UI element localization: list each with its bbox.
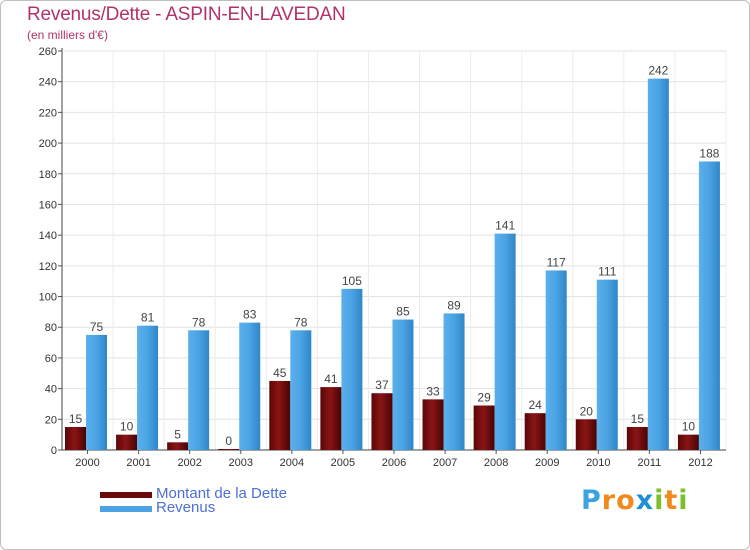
y-tick-label: 120 — [39, 261, 57, 273]
y-tick-label: 0 — [51, 445, 57, 457]
y-tick-label: 200 — [39, 138, 57, 150]
data-labels: 15 75 10 81 5 78 0 83 45 78 41 105 37 85 33 89 29 141 24 11… — [69, 64, 720, 448]
x-tick-label: 2007 — [433, 457, 457, 469]
logo-letter: o — [616, 485, 636, 516]
y-tick-label: 180 — [39, 169, 57, 181]
x-tick-label: 2000 — [75, 457, 99, 469]
bar-revenus — [443, 313, 465, 450]
x-tick-label: 2003 — [229, 457, 253, 469]
x-tick-label: 2008 — [484, 457, 508, 469]
data-label-revenus: 75 — [90, 320, 104, 334]
y-tick-label: 140 — [39, 230, 57, 242]
data-label-dette: 0 — [225, 434, 232, 448]
y-tick-label: 40 — [45, 384, 57, 396]
logo-letter: i — [678, 485, 689, 516]
x-tick-label: 2004 — [280, 457, 304, 469]
data-label-revenus: 242 — [648, 64, 668, 78]
y-tick-label: 20 — [45, 414, 57, 426]
legend-swatch-revenus — [100, 506, 152, 512]
bar-revenus — [698, 161, 720, 450]
data-label-revenus: 188 — [699, 146, 719, 160]
bar-revenus — [596, 279, 618, 450]
bar-dette — [371, 393, 393, 450]
y-tick-label: 240 — [39, 77, 57, 89]
y-tick-label: 260 — [39, 46, 57, 58]
data-label-revenus: 111 — [598, 265, 617, 279]
y-tick-label: 80 — [45, 322, 57, 334]
x-tick-label: 2002 — [177, 457, 201, 469]
bar-revenus — [188, 330, 210, 450]
x-tick-label: 2011 — [638, 457, 662, 469]
legend-label-revenus: Revenus — [156, 499, 216, 516]
logo-letter: r — [601, 485, 617, 516]
data-label-revenus: 117 — [547, 255, 566, 269]
data-label-dette: 15 — [69, 412, 83, 426]
chart-title: Revenus/Dette - ASPIN-EN-LAVEDAN — [27, 4, 346, 25]
data-label-revenus: 83 — [243, 308, 257, 322]
data-label-dette: 5 — [174, 427, 181, 441]
data-label-revenus: 81 — [141, 311, 155, 325]
x-tick-label: 2006 — [382, 457, 406, 469]
proxiti-logo: Proxiti — [581, 485, 689, 516]
data-label-dette: 10 — [120, 420, 134, 434]
bar-dette — [65, 426, 86, 450]
axes: 0204060801001201401601802002202402602000… — [39, 46, 726, 469]
data-label-revenus: 141 — [495, 219, 515, 233]
data-label-dette: 29 — [477, 390, 491, 404]
bar-revenus — [137, 325, 159, 450]
bar-dette — [473, 405, 495, 450]
data-label-revenus: 78 — [294, 315, 308, 329]
chart-subtitle: (en milliers d'€) — [27, 28, 108, 42]
x-tick-label: 2012 — [688, 457, 712, 469]
bar-dette — [320, 387, 342, 450]
bar-revenus — [545, 270, 567, 450]
y-tick-label: 60 — [45, 353, 57, 365]
data-label-dette: 37 — [375, 378, 389, 392]
bar-revenus — [86, 334, 107, 450]
data-label-dette: 41 — [324, 372, 338, 386]
bars — [65, 78, 720, 450]
y-tick-label: 100 — [39, 292, 57, 304]
data-label-dette: 20 — [580, 404, 594, 418]
bar-dette — [677, 434, 699, 450]
bar-revenus — [494, 233, 516, 450]
y-tick-label: 160 — [39, 199, 57, 211]
data-label-dette: 15 — [631, 412, 645, 426]
y-tick-label: 220 — [39, 107, 57, 119]
data-label-dette: 33 — [426, 384, 440, 398]
bar-dette — [422, 399, 444, 450]
bar-revenus — [239, 322, 261, 450]
data-label-revenus: 89 — [447, 298, 461, 312]
data-label-revenus: 78 — [192, 315, 206, 329]
bar-dette — [116, 434, 138, 450]
bar-dette — [269, 380, 291, 450]
x-tick-label: 2009 — [535, 457, 559, 469]
data-label-dette: 24 — [529, 398, 543, 412]
x-tick-label: 2010 — [586, 457, 610, 469]
bar-revenus — [290, 330, 312, 450]
logo-letter: P — [581, 485, 602, 516]
bar-revenus — [341, 288, 363, 450]
data-label-dette: 10 — [682, 420, 696, 434]
bar-dette — [575, 419, 597, 450]
bar-dette — [524, 413, 546, 450]
x-tick-label: 2001 — [126, 457, 150, 469]
data-label-revenus: 105 — [342, 274, 362, 288]
bar-dette — [626, 426, 648, 450]
data-label-revenus: 85 — [396, 305, 410, 319]
bar-dette — [218, 449, 240, 450]
logo-letter: x — [635, 485, 655, 516]
legend-label-dette: Montant de la Dette — [156, 485, 287, 502]
legend-swatch-dette — [100, 492, 152, 498]
x-tick-label: 2005 — [331, 457, 355, 469]
bar-revenus — [392, 319, 414, 450]
bar-dette — [167, 442, 189, 450]
data-label-dette: 45 — [273, 366, 287, 380]
logo-letter: i — [654, 485, 665, 516]
bar-revenus — [647, 78, 669, 450]
logo-letter: t — [664, 485, 679, 516]
